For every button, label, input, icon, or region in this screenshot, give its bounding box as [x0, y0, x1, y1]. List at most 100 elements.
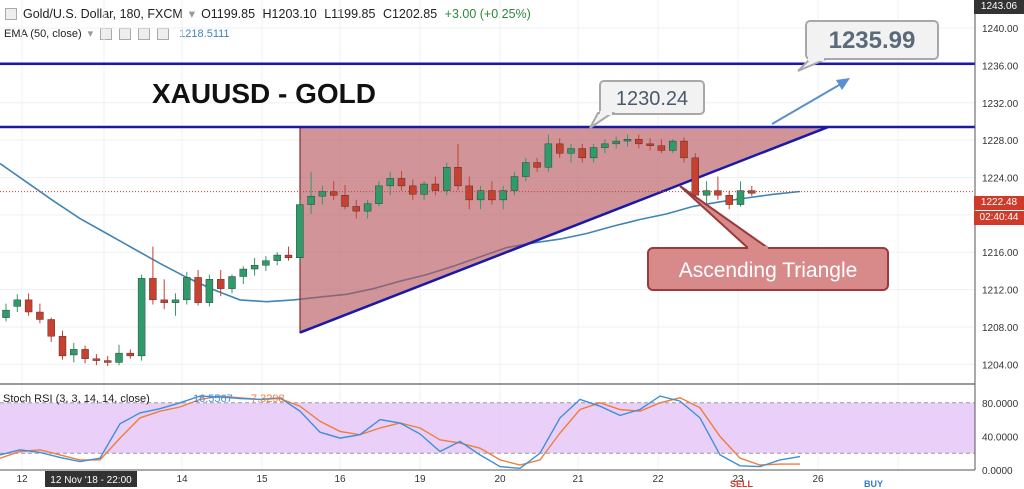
candle — [115, 344, 123, 366]
candle — [284, 246, 293, 261]
price-tick-label: 1208.00 — [982, 323, 1019, 334]
candle — [465, 176, 473, 210]
candle — [691, 153, 699, 200]
candle — [103, 355, 112, 367]
chevron-down-icon[interactable]: ▾ — [188, 7, 196, 21]
price-tick-label: 1224.00 — [982, 173, 1019, 184]
candle-body — [160, 299, 168, 303]
candle — [420, 181, 428, 200]
candle — [601, 139, 609, 154]
candle-body — [736, 190, 745, 205]
candle — [205, 274, 214, 307]
candle-body — [171, 299, 180, 303]
candle-body — [239, 268, 248, 277]
price-tick-label: 1228.00 — [982, 136, 1019, 147]
candle-body — [510, 176, 519, 191]
candle-body — [284, 254, 293, 259]
candle-body — [431, 183, 440, 191]
candle-body — [228, 276, 236, 289]
candle — [476, 185, 485, 210]
sell-button[interactable]: SELL — [730, 479, 754, 489]
candle — [544, 134, 553, 172]
time-axis[interactable]: 12 14 15 16 19 20 21 22 23 26 12 Nov '18 - 22:00 — [0, 469, 975, 487]
candle-body — [601, 143, 609, 148]
current-price-tag: 1222.48 — [974, 196, 1024, 210]
candle-body — [397, 178, 406, 187]
candle-body — [748, 190, 756, 194]
candle-body — [589, 147, 598, 159]
chart-title-annotation: XAUUSD - GOLD — [152, 78, 376, 109]
candle — [239, 266, 248, 284]
change-value: +3.00 (+0.25%) — [444, 6, 531, 21]
candle — [714, 176, 722, 200]
price-tick-label: 1212.00 — [982, 286, 1019, 297]
stoch-rsi-label[interactable]: Stoch RSI (3, 3, 14, 14, close) — [3, 393, 150, 405]
price-tick-label: 1216.00 — [982, 248, 1019, 259]
candle — [680, 137, 688, 163]
candle — [183, 271, 191, 305]
candle-body — [499, 190, 507, 201]
chevron-down-icon[interactable]: ▾ — [87, 28, 94, 40]
label-mid-text: 1230.24 — [616, 88, 688, 110]
ema-label[interactable]: EMA (50, close) — [4, 27, 82, 40]
candle-body — [725, 195, 733, 205]
candle — [171, 293, 180, 316]
price-axis[interactable]: 1240.00 1236.00 1232.00 1228.00 1224.00 1216.… — [974, 0, 1024, 489]
candle-body — [13, 299, 22, 307]
candle — [363, 199, 372, 219]
candle — [2, 303, 10, 322]
candle-body — [47, 319, 55, 337]
candle — [646, 138, 654, 151]
crosshair-time-box — [45, 471, 137, 487]
candle — [736, 181, 745, 207]
candle — [216, 269, 225, 297]
candle — [702, 181, 711, 205]
projection-arrow — [771, 78, 850, 125]
collapse-icon[interactable] — [5, 7, 17, 20]
candle — [58, 330, 67, 360]
countdown-tag: 02:40:44 — [974, 211, 1024, 225]
candle — [160, 279, 168, 310]
candle-body — [307, 195, 315, 205]
candle — [262, 255, 270, 271]
candle-body — [216, 279, 225, 289]
candle — [657, 139, 666, 154]
candle — [47, 317, 55, 342]
candle-body — [115, 352, 123, 363]
stoch-rsi-pane — [0, 383, 975, 470]
candle — [725, 190, 733, 210]
time-tick-label: 26 — [812, 474, 824, 485]
low-value: L1199.85 — [324, 6, 376, 21]
candle-body — [714, 190, 722, 196]
candle — [510, 171, 519, 196]
label-upper-callout: 1235.99 — [797, 20, 939, 72]
candle-body — [488, 190, 496, 201]
candle-body — [443, 167, 451, 191]
candle — [499, 185, 507, 210]
candle-body — [612, 140, 620, 145]
candle-body — [635, 138, 643, 145]
candle-body — [657, 145, 666, 151]
ema-line: EMA (50, close) ▾ 1218.5111 — [4, 27, 230, 40]
candle — [228, 274, 236, 294]
candle — [194, 269, 202, 306]
candle-body — [341, 195, 349, 207]
time-tick-label: 16 — [334, 474, 346, 485]
close-value: C1202.85 — [382, 6, 438, 21]
candle — [556, 138, 564, 158]
crosshair-time-label: 12 Nov '18 - 22:00 — [50, 475, 132, 486]
candle-body — [680, 140, 688, 159]
triangle-pattern — [299, 125, 829, 334]
high-value: H1203.10 — [262, 6, 317, 21]
symbol-title[interactable]: Gold/U.S. Dollar, 180, FXCM — [23, 6, 183, 21]
candle — [748, 185, 756, 197]
candle — [443, 162, 451, 196]
buy-button[interactable]: BUY — [864, 479, 884, 489]
time-tick-label: 20 — [494, 474, 506, 485]
ohlc-readout: O1199.85 H1203.10 L1199.85 C1202.85 +3.0… — [201, 7, 535, 21]
candle — [81, 345, 89, 364]
axis-background — [975, 0, 1024, 489]
stoch-tick-label: 0.0000 — [982, 466, 1013, 477]
time-tick-label: 21 — [572, 474, 584, 485]
